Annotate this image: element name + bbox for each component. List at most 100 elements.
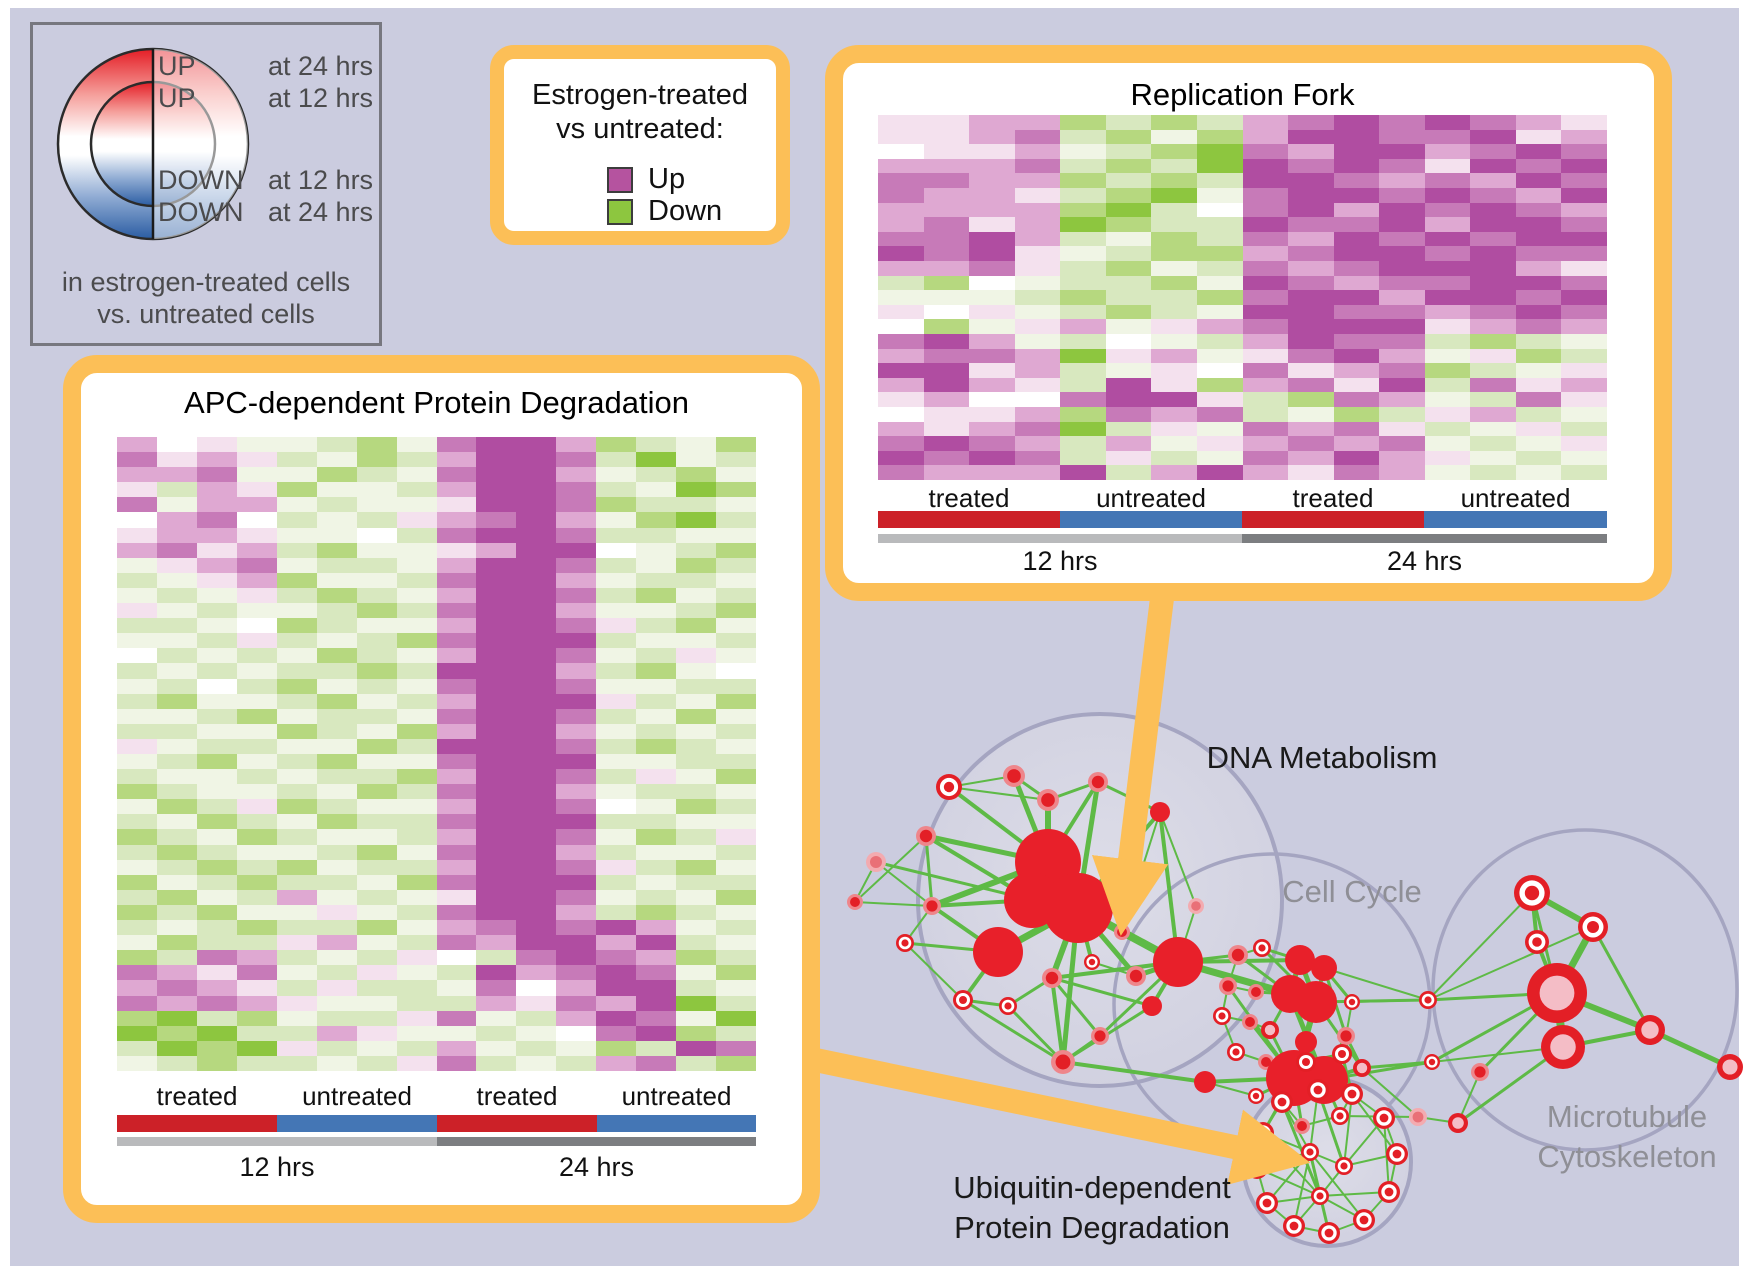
heatmap-cell xyxy=(556,648,597,664)
heatmap-cell xyxy=(716,995,756,1011)
network-node xyxy=(1232,1048,1240,1056)
heatmap-cell xyxy=(436,512,477,528)
heatmap-cell xyxy=(636,1025,677,1041)
heatmap-cell xyxy=(636,693,677,709)
heatmap-cell xyxy=(556,482,597,498)
apc-title: APC-dependent Protein Degradation xyxy=(184,385,689,420)
heatmap-cell xyxy=(596,799,637,815)
rf-12hrs-label: 12 hrs xyxy=(1022,546,1098,576)
heatmap-cell xyxy=(1424,319,1471,334)
heatmap-cell xyxy=(516,467,557,483)
heatmap-cell xyxy=(716,633,756,649)
heatmap-cell xyxy=(878,261,924,276)
heatmap-cell xyxy=(476,965,517,981)
heatmap-cell xyxy=(676,1040,717,1056)
heatmap-cell xyxy=(878,465,924,480)
heatmap-cell xyxy=(1561,246,1607,261)
heatmap-cell xyxy=(196,859,237,875)
heatmap-cell xyxy=(436,678,477,694)
network-edge xyxy=(1351,999,1429,1003)
network-edge xyxy=(904,942,964,1001)
heatmap-cell xyxy=(1014,290,1061,305)
heatmap-cell xyxy=(516,437,557,453)
heatmap-cell xyxy=(1333,115,1380,130)
heatmap-cell xyxy=(156,920,197,936)
heatmap-cell xyxy=(196,437,237,453)
heatmap-cell xyxy=(1288,202,1334,218)
heatmap-cell xyxy=(236,874,277,890)
heatmap-cell xyxy=(396,482,437,498)
heatmap-cell xyxy=(356,708,397,724)
heatmap-cell xyxy=(1196,158,1243,174)
heatmap-cell xyxy=(316,980,357,996)
network-edge xyxy=(1351,1093,1398,1155)
heatmap-cell xyxy=(356,693,397,709)
heatmap-cell xyxy=(636,874,677,890)
heatmap-cell xyxy=(1105,246,1152,261)
heatmap-cell xyxy=(396,935,437,951)
heatmap-cell xyxy=(396,663,437,679)
heatmap-cell xyxy=(396,723,437,739)
heatmap-cell xyxy=(556,663,597,679)
rf-group-treated-24: treated xyxy=(1292,483,1374,513)
heatmap-cell xyxy=(1379,188,1425,203)
heatmap-cell xyxy=(156,708,197,724)
heatmap-cell xyxy=(1379,450,1425,466)
heatmap-cell xyxy=(316,648,357,664)
heatmap-cell xyxy=(276,557,317,573)
heatmap-cell xyxy=(1288,319,1334,334)
heatmap-cell xyxy=(1379,275,1425,291)
network-edge xyxy=(1343,1093,1353,1167)
heatmap-cell xyxy=(276,1010,317,1026)
heatmap-cell xyxy=(1105,202,1152,218)
heatmap-cell xyxy=(1105,334,1152,349)
heatmap-cell xyxy=(396,829,437,845)
heatmap-cell xyxy=(636,814,677,830)
network-node xyxy=(850,897,860,907)
heatmap-cell xyxy=(596,1040,637,1056)
heatmap-cell xyxy=(196,844,237,860)
heatmap-cell xyxy=(1288,348,1334,364)
heatmap-cell xyxy=(716,753,756,770)
heatmap-cell xyxy=(156,799,197,815)
heatmap-cell xyxy=(969,392,1015,407)
heatmap-cell xyxy=(396,467,437,483)
heatmap-cell xyxy=(556,497,597,513)
heatmap-cell xyxy=(316,904,357,921)
heatmap-cell xyxy=(1561,334,1607,349)
heatmap-cell xyxy=(878,436,924,451)
heatmap-cell xyxy=(1470,158,1516,174)
heatmap-cell xyxy=(1424,377,1471,393)
heatmap-cell xyxy=(476,829,517,845)
heatmap-cell xyxy=(356,859,397,875)
heatmap-cell xyxy=(596,542,637,558)
network-node xyxy=(1424,996,1432,1004)
heatmap-cell xyxy=(1060,450,1106,466)
rf-bar-treated-24 xyxy=(1242,511,1424,528)
heatmap-cell xyxy=(969,363,1015,378)
heatmap-cell xyxy=(516,1040,557,1056)
heatmap-cell xyxy=(516,693,557,709)
heatmap-cell xyxy=(396,950,437,966)
heatmap-cell xyxy=(1470,465,1516,480)
heatmap-cell xyxy=(1515,377,1562,393)
heatmap-cell xyxy=(1424,436,1471,451)
heatmap-cell xyxy=(636,859,677,875)
cluster-label: Microtubule xyxy=(1547,1099,1707,1134)
heatmap-cell xyxy=(596,648,637,664)
heatmap-cell xyxy=(476,874,517,890)
heatmap-cell xyxy=(1424,158,1471,174)
heatmap-cell xyxy=(436,542,477,558)
heatmap-cell xyxy=(356,935,397,951)
heatmap-cell xyxy=(1196,450,1243,466)
orange-arrow xyxy=(1091,588,1175,936)
heatmap-cell xyxy=(1561,363,1607,378)
heatmap-cell xyxy=(196,618,237,634)
heatmap-cell xyxy=(1151,261,1197,276)
cluster-label: Protein Degradation xyxy=(954,1210,1230,1245)
heatmap-cell xyxy=(356,527,397,543)
heatmap-cell xyxy=(556,587,597,604)
down-swatch xyxy=(607,199,633,225)
heatmap-cell xyxy=(436,587,477,604)
heatmap-cell xyxy=(596,753,637,770)
